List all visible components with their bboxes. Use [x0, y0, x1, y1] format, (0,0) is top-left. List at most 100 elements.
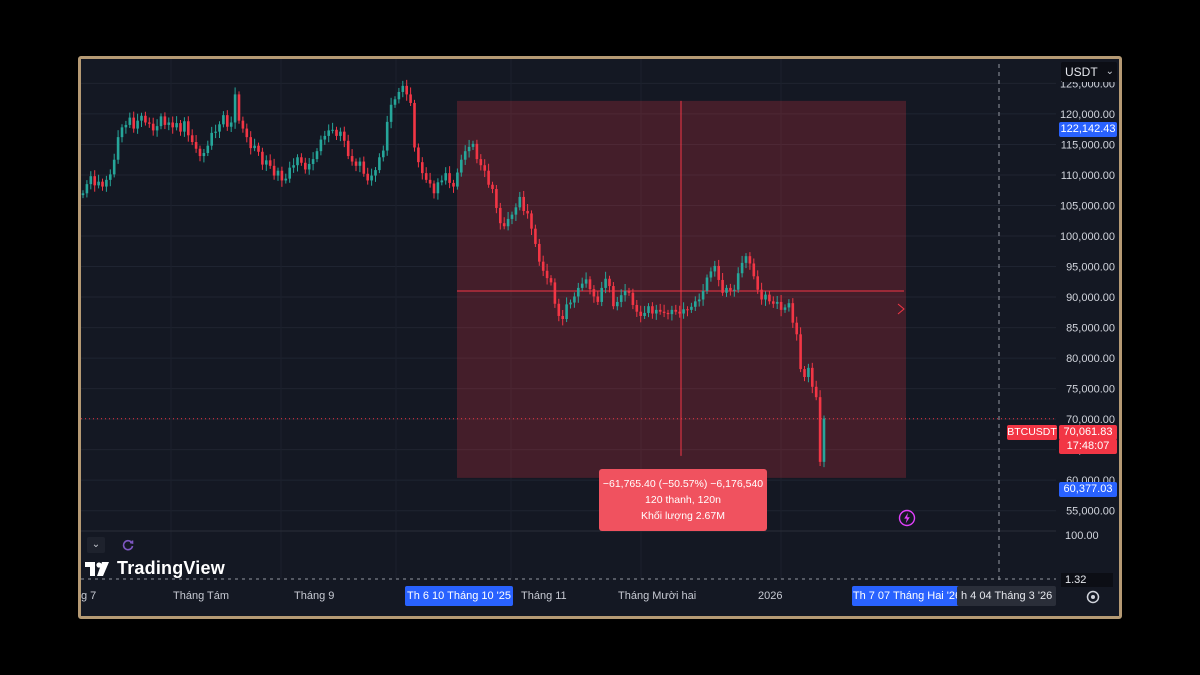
candle-body: [483, 165, 486, 171]
y-tick-label: 100,000.00: [1060, 231, 1115, 243]
candle-body: [93, 176, 96, 186]
y-tick-label: 75,000.00: [1066, 384, 1115, 396]
candle-body: [487, 170, 490, 185]
candle-body: [791, 303, 795, 323]
candle-body: [444, 173, 447, 181]
candle-body: [760, 289, 763, 300]
candle-body: [374, 170, 377, 176]
candle-body: [144, 115, 147, 123]
low-price-tag: 60,377.03: [1059, 482, 1117, 497]
candle-body: [432, 183, 436, 194]
candle-body: [686, 309, 689, 311]
candle-body: [772, 301, 775, 304]
candle-body: [253, 145, 256, 149]
candle-body: [218, 124, 221, 132]
candle-body: [366, 173, 369, 181]
candle-body: [565, 304, 568, 320]
candle-body: [397, 91, 401, 100]
candle-body: [729, 287, 732, 291]
candle-body: [167, 122, 171, 125]
measure-arrow-head: [897, 303, 905, 315]
symbol-tag: BTCUSDT: [1007, 425, 1057, 440]
last-price-tag: 70,061.83: [1059, 425, 1117, 440]
candle-body: [428, 179, 432, 184]
candle-body: [327, 130, 330, 136]
refresh-icon[interactable]: [121, 538, 135, 552]
logo-text: TradingView: [117, 557, 225, 578]
candle-body: [705, 277, 709, 291]
candle-body: [733, 289, 736, 291]
candle-body: [721, 279, 724, 293]
candle-body: [510, 214, 514, 219]
settings-icon[interactable]: [1085, 589, 1101, 605]
candle-body: [553, 282, 557, 304]
currency-select[interactable]: USDT ⌄: [1061, 62, 1117, 82]
candle-body: [280, 170, 284, 181]
collapse-pane-button[interactable]: ⌄: [87, 537, 105, 553]
candle-body: [343, 131, 346, 141]
candle-body: [339, 131, 342, 136]
candle-body: [596, 296, 600, 302]
candle-body: [241, 120, 245, 129]
candle-body: [651, 306, 654, 314]
candle-body: [323, 135, 327, 140]
candle-body: [717, 265, 720, 280]
candle-body: [245, 128, 249, 138]
price-chart[interactable]: 55,000.0060,000.0065,000.0070,000.0075,0…: [81, 59, 1119, 616]
candle-body: [319, 139, 323, 152]
candle-body: [226, 115, 229, 127]
candle-body: [522, 196, 525, 211]
candle-body: [666, 312, 670, 315]
currency-label: USDT: [1065, 65, 1098, 79]
candle-body: [89, 176, 93, 185]
candle-body: [600, 287, 603, 302]
candle-body: [584, 279, 588, 284]
candle-body: [362, 161, 366, 174]
candle-body: [471, 143, 475, 147]
candle-body: [799, 334, 802, 370]
candle-body: [545, 270, 549, 279]
candle-body: [725, 287, 728, 293]
volume-value-tag: 1.32: [1061, 573, 1113, 587]
candle-body: [588, 279, 592, 290]
candle-body: [452, 182, 455, 187]
candle-body: [670, 309, 674, 315]
y-tick-label: 90,000.00: [1066, 292, 1115, 304]
candle-body: [409, 94, 412, 103]
candle-body: [105, 179, 108, 187]
tradingview-logo[interactable]: TradingView: [85, 557, 225, 579]
candle-body: [779, 301, 783, 310]
x-label-nov: Tháng 11: [521, 590, 567, 602]
candle-body: [81, 193, 85, 196]
candle-body: [491, 184, 494, 190]
candle-body: [202, 153, 206, 157]
candle-body: [818, 397, 822, 462]
candle-body: [229, 122, 233, 127]
candle-body: [171, 122, 174, 128]
candle-body: [662, 311, 666, 313]
candle-body: [678, 311, 681, 314]
candle-body: [346, 140, 350, 157]
candle-body: [233, 94, 237, 123]
candle-body: [506, 218, 510, 227]
candle-body: [783, 307, 787, 310]
candle-body: [272, 165, 276, 176]
candle-body: [803, 369, 806, 378]
candle-body: [460, 159, 463, 173]
measure-volume: Khối lượng 2.67M: [641, 510, 725, 522]
candle-body: [128, 117, 132, 125]
candle-body: [163, 116, 167, 125]
lightning-icon[interactable]: [898, 509, 916, 527]
measure-change: −61,765.40 (−50.57%) −6,176,540: [602, 478, 764, 490]
grid-lines: [81, 59, 1056, 579]
candle-body: [623, 290, 627, 296]
candle-body: [268, 160, 272, 166]
candle-body: [354, 161, 358, 166]
candle-body: [795, 322, 798, 335]
candle-body: [604, 278, 607, 288]
candle-body: [136, 120, 139, 129]
candle-body: [635, 304, 639, 312]
candle-body: [350, 156, 354, 162]
volume-scale-label: 100.00: [1065, 530, 1099, 542]
candle-body: [448, 173, 451, 183]
